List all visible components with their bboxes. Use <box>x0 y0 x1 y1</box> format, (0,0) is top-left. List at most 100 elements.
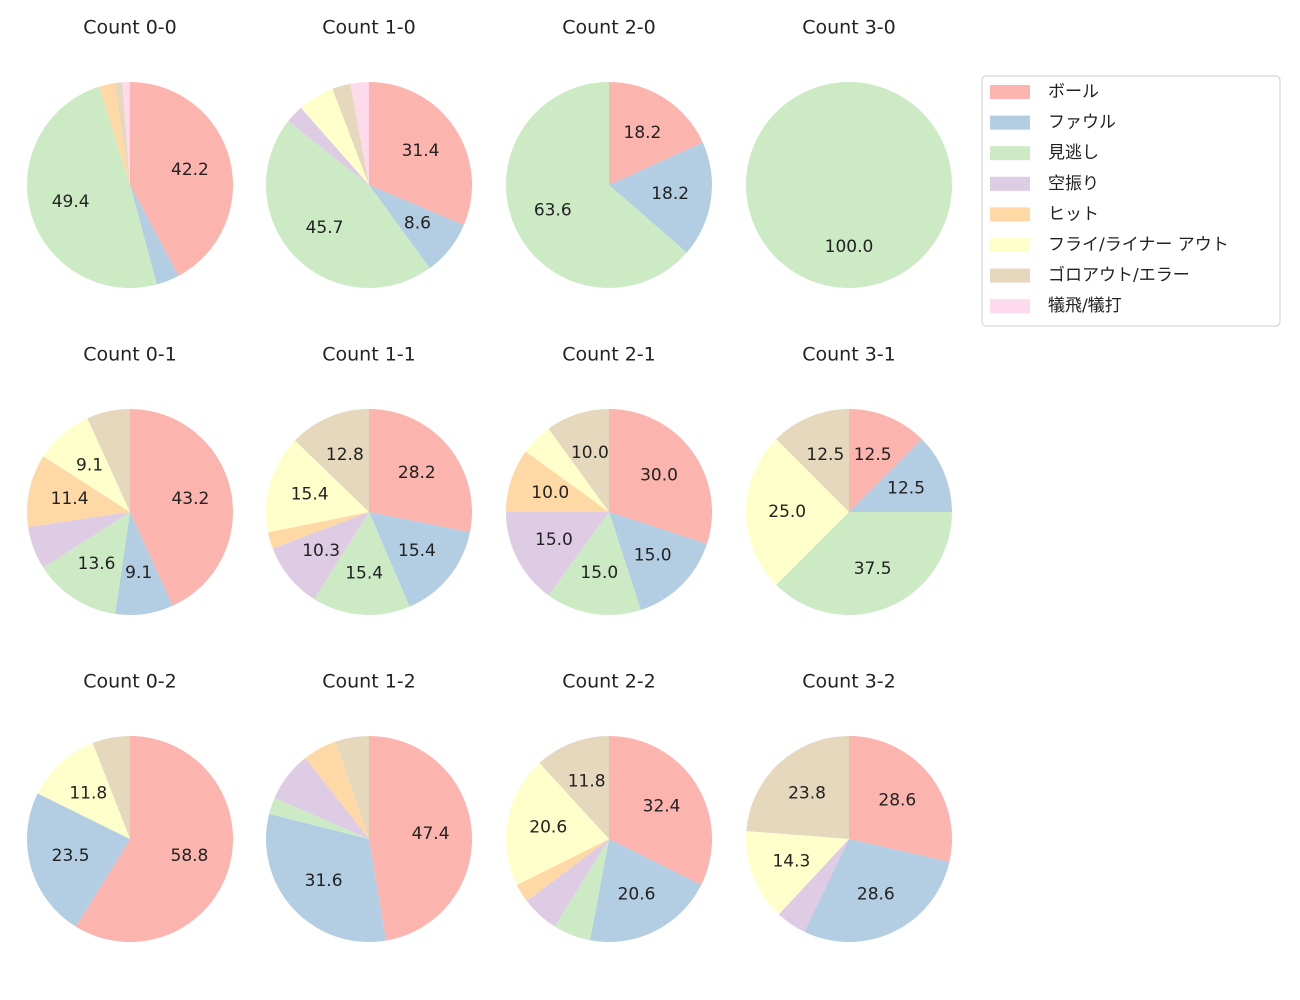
pie-slice <box>554 839 609 941</box>
pie-slice <box>746 831 849 915</box>
chart-title: Count 1-2 <box>322 671 416 693</box>
slice-label: 12.8 <box>326 445 364 465</box>
slice-label: 9.1 <box>76 455 103 475</box>
slice-label: 11.4 <box>51 489 89 509</box>
pie-slice <box>609 512 707 610</box>
slice-label: 20.6 <box>529 818 567 838</box>
pie-slice <box>130 82 234 276</box>
pie-slice <box>27 793 130 927</box>
pie-slice <box>548 512 641 615</box>
pie-slice <box>27 456 130 527</box>
chart-title: Count 2-0 <box>562 17 656 39</box>
legend-label: フライ/ライナー アウト <box>1048 235 1229 255</box>
pie-slice <box>609 82 703 185</box>
pie-slice <box>369 409 472 533</box>
slice-label: 32.4 <box>643 796 681 816</box>
pie-slice <box>369 512 470 607</box>
pie-slice <box>294 409 369 512</box>
chart-title: Count 0-0 <box>83 17 177 39</box>
slice-label: 42.2 <box>171 160 209 180</box>
slice-label: 30.0 <box>640 466 678 486</box>
slice-label: 11.8 <box>69 783 107 803</box>
pie-slice <box>27 86 157 288</box>
pie-slice <box>265 121 430 288</box>
pie-slice <box>746 736 849 839</box>
slice-label: 15.4 <box>291 485 329 505</box>
chart-title: Count 1-0 <box>322 17 416 39</box>
legend-label: ボール <box>1048 82 1099 102</box>
slice-label: 12.5 <box>854 445 892 465</box>
pie-slice <box>776 512 952 615</box>
chart-title: Count 1-1 <box>322 344 416 366</box>
slice-label: 14.3 <box>772 851 810 871</box>
slice-label: 63.6 <box>534 201 572 221</box>
slice-label: 23.8 <box>788 784 826 804</box>
pie-slice <box>274 757 369 839</box>
legend-swatch <box>990 268 1030 283</box>
pie-slice <box>332 83 369 185</box>
pie-slice <box>516 839 609 901</box>
chart-title: Count 0-1 <box>83 344 177 366</box>
legend-swatch <box>990 238 1030 252</box>
pie-slice <box>849 409 922 512</box>
slice-label: 18.2 <box>624 123 662 143</box>
slice-label: 28.2 <box>398 463 436 483</box>
pie-slice <box>115 512 173 615</box>
pie-slice <box>849 439 952 512</box>
slice-label: 15.0 <box>634 546 672 566</box>
pie-slice <box>99 83 130 185</box>
pie-slice <box>335 736 369 839</box>
slice-label: 43.2 <box>171 489 209 509</box>
slice-label: 31.6 <box>305 871 343 891</box>
pie-slice <box>609 409 712 544</box>
legend-label: 空振り <box>1048 174 1099 194</box>
pie-slice <box>305 741 369 839</box>
legend-swatch <box>990 85 1030 99</box>
pie-slice <box>92 736 130 839</box>
pie-slice <box>525 428 609 512</box>
pie-slice <box>609 142 712 253</box>
pie-slice <box>265 440 369 533</box>
pie-slice <box>28 512 130 568</box>
pie-slice <box>776 409 849 512</box>
chart-title: Count 3-2 <box>802 671 896 693</box>
pie-slice <box>130 185 179 285</box>
pie-slice <box>506 512 609 596</box>
pie-slice <box>43 512 131 614</box>
slice-label: 49.4 <box>52 192 90 212</box>
legend-label: 犠飛/犠打 <box>1048 296 1122 316</box>
pie-slice <box>804 839 950 943</box>
slice-label: 28.6 <box>857 885 895 905</box>
pie-slice <box>590 839 702 942</box>
pie-slice <box>122 82 130 185</box>
pie-slice <box>288 107 369 185</box>
legend-swatch <box>990 176 1030 191</box>
pie-slice <box>746 439 849 585</box>
pie-slice <box>37 742 130 839</box>
pie-slice <box>300 88 369 185</box>
slice-label: 45.7 <box>306 218 344 238</box>
chart-title: Count 3-0 <box>802 17 896 39</box>
slice-label: 15.4 <box>345 564 383 584</box>
pie-slice <box>369 82 473 226</box>
chart-title: Count 2-1 <box>562 344 656 366</box>
pie-slice <box>778 839 849 932</box>
slice-label: 100.0 <box>825 237 874 257</box>
slice-label: 9.1 <box>125 563 152 583</box>
legend-label: ゴロアウト/エラー <box>1048 265 1190 286</box>
slice-label: 47.4 <box>412 824 450 844</box>
pie-slice <box>130 409 233 606</box>
chart-title: Count 2-2 <box>562 671 656 693</box>
pie-slice <box>272 512 369 600</box>
legend-box <box>981 75 1281 327</box>
pie-slice <box>268 512 369 549</box>
legend-swatch <box>990 299 1030 314</box>
slice-label: 58.8 <box>171 846 209 866</box>
pie-slice <box>43 418 131 512</box>
legend-label: ヒット <box>1048 204 1099 224</box>
legend-swatch <box>990 115 1030 130</box>
slice-label: 10.0 <box>531 483 569 503</box>
pie-slice <box>75 736 234 942</box>
pie-slice <box>350 82 369 185</box>
